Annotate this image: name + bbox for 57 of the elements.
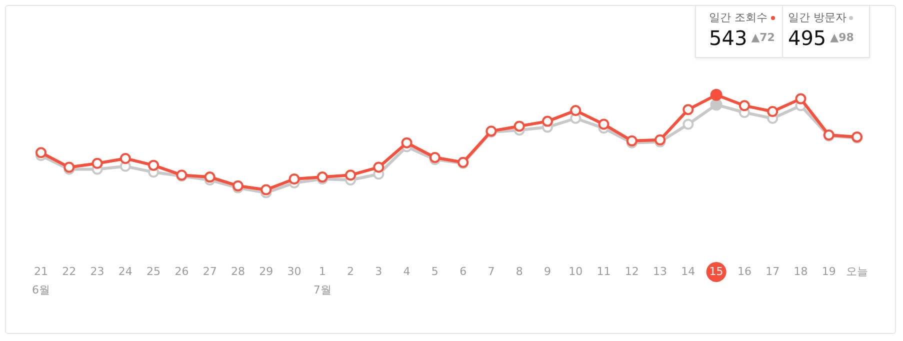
x-tick-label: 8	[516, 264, 523, 278]
x-tick-label: 28	[230, 264, 245, 278]
x-tick-label: 5	[431, 264, 438, 278]
x-tick-label: 13	[653, 264, 668, 278]
x-tick-label: 오늘	[846, 264, 868, 278]
point	[288, 174, 300, 185]
x-tick-label: 22	[62, 264, 76, 278]
text: 495	[788, 26, 826, 50]
point	[120, 152, 131, 164]
x-tick-label: 29	[259, 264, 274, 278]
point	[795, 93, 806, 104]
x-tick-label: 24	[118, 264, 132, 278]
x-tick-label: 21 6월	[32, 264, 50, 297]
x-tick-label: 15	[709, 264, 724, 278]
point	[682, 104, 694, 116]
x-tick-label: 12	[624, 264, 639, 278]
point	[36, 147, 46, 158]
x-tick-label: 3	[375, 264, 382, 278]
point	[204, 172, 216, 183]
x-tick-label: 23	[90, 264, 104, 278]
x-tick-label: 16	[737, 264, 752, 278]
x-tick-label: 26	[174, 264, 189, 278]
point	[710, 88, 722, 101]
x-tick-label: 10	[568, 264, 583, 278]
point	[598, 118, 610, 130]
point	[542, 116, 553, 127]
legend-label: 일간 조회수	[709, 10, 768, 25]
point	[401, 137, 412, 148]
x-tick-label: 7	[488, 264, 495, 278]
x-tick-label: 14	[681, 264, 696, 278]
x-tick-label: 6	[460, 264, 467, 278]
point	[514, 120, 525, 132]
x-tick-label: 2	[347, 264, 354, 278]
point	[260, 184, 272, 196]
x-tick-label: 27	[202, 264, 217, 278]
x-tick-label: 18	[794, 264, 808, 278]
x-tick-label: 1 7월	[313, 264, 332, 297]
x-tick-label: 4	[403, 264, 410, 278]
point	[570, 105, 582, 116]
point	[148, 160, 160, 171]
x-tick-label: 11	[596, 264, 611, 278]
point	[682, 118, 694, 130]
text: ▲72	[751, 31, 775, 44]
x-tick-label: 19	[822, 264, 836, 278]
point	[373, 162, 384, 173]
x-tick-label: 25	[146, 264, 161, 278]
legend-label: 일간 방문자	[788, 10, 848, 25]
x-tick-label: 9	[544, 264, 551, 278]
x-tick-label: 17	[766, 264, 780, 278]
point	[767, 106, 778, 118]
text: ▲98	[830, 31, 854, 44]
text: 543	[709, 26, 748, 50]
point	[710, 98, 722, 111]
x-tick-label: 30	[287, 264, 302, 278]
point	[345, 170, 356, 181]
point	[738, 100, 750, 112]
point	[92, 158, 103, 169]
